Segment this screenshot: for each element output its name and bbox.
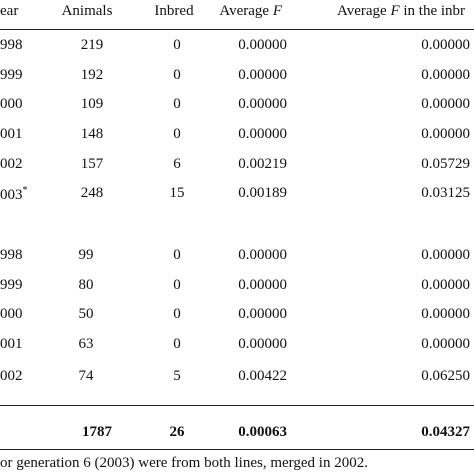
cell: 0.00000 bbox=[238, 277, 287, 293]
cell: 0.03125 bbox=[421, 185, 470, 201]
year: 001 bbox=[0, 336, 23, 352]
year: 998 bbox=[0, 37, 23, 53]
year-cell: 000 bbox=[0, 305, 23, 323]
cell: 0 bbox=[173, 126, 181, 142]
header-text: Inbred bbox=[154, 3, 194, 19]
cell: 0.00000 bbox=[238, 37, 287, 53]
cell: 157 bbox=[80, 156, 104, 172]
cell: 0.00000 bbox=[421, 96, 470, 112]
cell: 0.00000 bbox=[421, 336, 470, 352]
cell: 219 bbox=[80, 37, 104, 53]
cell: 0.00000 bbox=[238, 336, 287, 352]
header-cell: Average F in the inbr bbox=[337, 2, 465, 20]
cell: 6 bbox=[173, 156, 181, 172]
cell: 50 bbox=[78, 306, 94, 322]
year-cell: 999 bbox=[0, 276, 23, 294]
cell: 15 bbox=[169, 185, 185, 201]
cell: 248 bbox=[80, 185, 104, 201]
cell: 0.00000 bbox=[421, 126, 470, 142]
cell: 0 bbox=[173, 306, 181, 322]
cell: 0.00189 bbox=[238, 185, 287, 201]
cell: 74 bbox=[78, 368, 94, 384]
year-cell: 001 bbox=[0, 125, 23, 143]
cell: 0 bbox=[173, 336, 181, 352]
year: 002 bbox=[0, 368, 23, 384]
year: 000 bbox=[0, 96, 23, 112]
cell: 0.00000 bbox=[421, 67, 470, 83]
cell: 0 bbox=[173, 277, 181, 293]
header-text: F bbox=[390, 3, 400, 19]
year: 999 bbox=[0, 67, 23, 83]
year-cell: 001 bbox=[0, 335, 23, 353]
header-text: ear bbox=[0, 3, 19, 19]
cell: 0 bbox=[173, 96, 181, 112]
cell: 0 bbox=[173, 247, 181, 263]
year: 999 bbox=[0, 277, 23, 293]
cell: 0.00000 bbox=[421, 306, 470, 322]
cell: 0.00000 bbox=[238, 67, 287, 83]
cell: 0.00000 bbox=[421, 37, 470, 53]
year-cell: 998 bbox=[0, 36, 23, 54]
cell: 0 bbox=[173, 37, 181, 53]
total-cell: 26 bbox=[169, 424, 185, 440]
note-mark: * bbox=[22, 185, 28, 196]
header-text: Average bbox=[219, 3, 273, 19]
cell: 0.05729 bbox=[421, 156, 470, 172]
header-cell: Average F bbox=[219, 2, 282, 20]
rule bbox=[0, 29, 474, 30]
cell: 0.00000 bbox=[238, 96, 287, 112]
year: 003 bbox=[0, 187, 23, 203]
cell: 80 bbox=[78, 277, 94, 293]
year: 002 bbox=[0, 156, 23, 172]
total-cell: 1787 bbox=[82, 424, 112, 440]
rule bbox=[0, 449, 474, 450]
cell: 0 bbox=[173, 67, 181, 83]
cell: 0.00000 bbox=[238, 306, 287, 322]
cell: 148 bbox=[80, 126, 104, 142]
year: 998 bbox=[0, 247, 23, 263]
year-cell: 002 bbox=[0, 155, 23, 173]
header-text: in the inbr bbox=[399, 3, 466, 19]
cell: 0.00000 bbox=[421, 277, 470, 293]
year: 001 bbox=[0, 126, 23, 142]
year-cell: 000 bbox=[0, 95, 23, 113]
cell: 5 bbox=[173, 368, 181, 384]
header-cell: Inbred bbox=[154, 2, 193, 20]
footnote: or generation 6 (2003) were from both li… bbox=[0, 455, 368, 471]
cell: 63 bbox=[78, 336, 94, 352]
cell: 99 bbox=[78, 247, 94, 263]
header-cell: ear bbox=[0, 2, 18, 20]
year-cell: 002 bbox=[0, 367, 23, 385]
total-cell: 0.00063 bbox=[238, 424, 287, 440]
rule bbox=[0, 405, 474, 406]
header-text: F bbox=[272, 3, 282, 19]
year-cell: 003* bbox=[0, 182, 28, 204]
cell: 0.06250 bbox=[421, 368, 470, 384]
year-cell: 999 bbox=[0, 66, 23, 84]
header-text: Animals bbox=[61, 3, 113, 19]
cell: 0.00000 bbox=[238, 247, 287, 263]
cell: 192 bbox=[80, 67, 104, 83]
year: 000 bbox=[0, 306, 23, 322]
cell: 0.00422 bbox=[238, 368, 287, 384]
cell: 0.00219 bbox=[238, 156, 287, 172]
total-cell: 0.04327 bbox=[421, 424, 470, 440]
cell: 0.00000 bbox=[421, 247, 470, 263]
year-cell: 998 bbox=[0, 246, 23, 264]
header-cell: Animals bbox=[62, 2, 113, 20]
header-text: Average bbox=[337, 3, 391, 19]
cell: 109 bbox=[80, 96, 104, 112]
cell: 0.00000 bbox=[238, 126, 287, 142]
